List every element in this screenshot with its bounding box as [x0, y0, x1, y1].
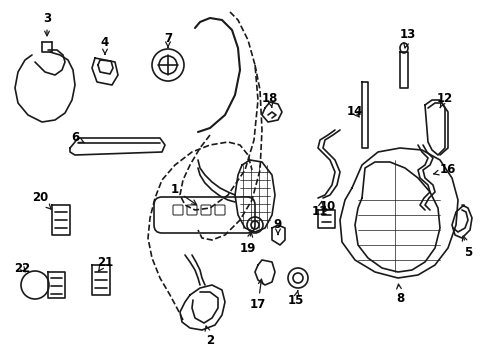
- FancyBboxPatch shape: [173, 205, 183, 215]
- Text: 9: 9: [273, 219, 282, 234]
- Text: 3: 3: [43, 12, 51, 36]
- Text: 20: 20: [32, 192, 51, 210]
- Text: 22: 22: [14, 261, 30, 274]
- Text: 16: 16: [433, 163, 455, 176]
- Text: 13: 13: [399, 28, 415, 48]
- Text: 21: 21: [97, 256, 113, 271]
- Text: 1: 1: [171, 184, 196, 204]
- Text: 17: 17: [249, 279, 265, 311]
- Text: 6: 6: [71, 131, 84, 144]
- Ellipse shape: [399, 43, 407, 53]
- FancyBboxPatch shape: [215, 205, 224, 215]
- Text: 5: 5: [461, 236, 471, 258]
- Text: 12: 12: [436, 91, 452, 107]
- FancyBboxPatch shape: [154, 197, 254, 233]
- Text: 8: 8: [395, 284, 403, 305]
- Text: 18: 18: [261, 91, 278, 107]
- Text: 19: 19: [239, 232, 256, 255]
- Text: 2: 2: [204, 326, 214, 346]
- FancyBboxPatch shape: [201, 205, 210, 215]
- Text: 15: 15: [287, 291, 304, 306]
- Text: 11: 11: [311, 201, 327, 219]
- Text: 4: 4: [101, 36, 109, 54]
- Text: 10: 10: [319, 201, 335, 213]
- FancyBboxPatch shape: [186, 205, 197, 215]
- Text: 14: 14: [346, 105, 363, 118]
- Text: 7: 7: [163, 31, 172, 48]
